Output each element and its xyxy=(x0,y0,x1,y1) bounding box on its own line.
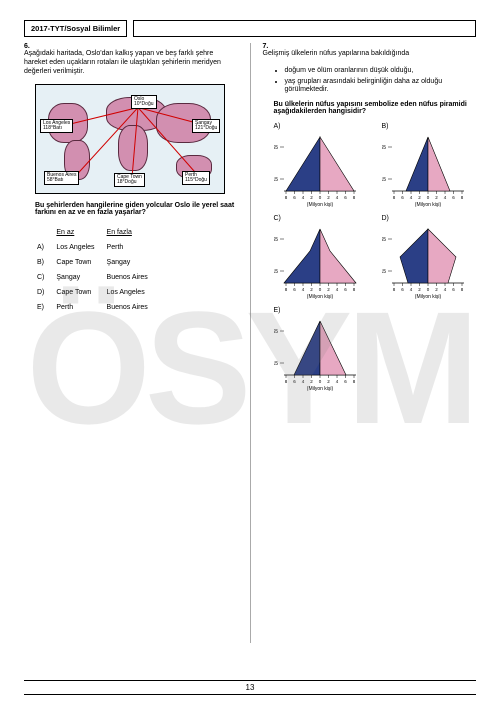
svg-text:8: 8 xyxy=(352,287,355,292)
svg-text:4: 4 xyxy=(409,287,412,292)
svg-text:2: 2 xyxy=(435,195,438,200)
svg-text:6: 6 xyxy=(293,287,296,292)
q7-option[interactable]: C) 8642024686515 (Milyon kişi) xyxy=(274,215,366,301)
svg-text:6: 6 xyxy=(452,287,455,292)
svg-text:0: 0 xyxy=(318,287,321,292)
svg-text:6: 6 xyxy=(293,195,296,200)
q6-prompt: Bu şehirlerden hangilerine giden yolcula… xyxy=(35,202,234,216)
svg-text:4: 4 xyxy=(301,379,304,384)
q7-option[interactable]: A) 8642024686515 (Milyon kişi) xyxy=(274,123,366,209)
q7-bullet: doğum ve ölüm oranlarının düşük olduğu, xyxy=(285,67,477,76)
column-right: 7. Gelişmiş ülkelerin nüfus yapılarına b… xyxy=(263,43,477,643)
svg-text:2: 2 xyxy=(310,287,313,292)
svg-text:(Milyon kişi): (Milyon kişi) xyxy=(306,386,333,392)
map-city-label: Perth115°Doğu xyxy=(182,171,210,185)
svg-text:(Milyon kişi): (Milyon kişi) xyxy=(306,202,333,208)
svg-text:4: 4 xyxy=(301,287,304,292)
svg-text:8: 8 xyxy=(392,195,395,200)
svg-text:4: 4 xyxy=(335,379,338,384)
svg-text:8: 8 xyxy=(460,287,463,292)
map-city-label: Cape Town18°Doğu xyxy=(114,173,145,187)
svg-text:0: 0 xyxy=(318,195,321,200)
q6-option-row[interactable]: C)ŞangayBuenos Aires xyxy=(37,271,158,284)
svg-text:6: 6 xyxy=(452,195,455,200)
svg-text:15: 15 xyxy=(382,269,386,275)
q6-option-row[interactable]: B)Cape TownŞangay xyxy=(37,256,158,269)
q6-option-row[interactable]: E)PerthBuenos Aires xyxy=(37,301,158,314)
q7-option[interactable]: D) 8642024686515 (Milyon kişi) xyxy=(382,215,474,301)
svg-text:65: 65 xyxy=(382,237,386,243)
q7-option[interactable]: B) 8642024686515 (Milyon kişi) xyxy=(382,123,474,209)
map-city-label: Oslo10°Doğu xyxy=(131,95,157,109)
svg-text:8: 8 xyxy=(352,379,355,384)
q7-bullet: yaş grupları arasındaki belirginliğin da… xyxy=(285,78,477,96)
svg-text:6: 6 xyxy=(401,287,404,292)
svg-text:8: 8 xyxy=(284,195,287,200)
q7-number: 7. xyxy=(263,43,274,50)
svg-text:4: 4 xyxy=(443,287,446,292)
svg-text:6: 6 xyxy=(344,287,347,292)
header-spacer xyxy=(133,20,476,37)
svg-text:4: 4 xyxy=(443,195,446,200)
svg-text:4: 4 xyxy=(301,195,304,200)
svg-text:15: 15 xyxy=(274,177,278,183)
svg-text:6: 6 xyxy=(344,379,347,384)
map-city-label: Şangay121°Doğu xyxy=(192,119,220,133)
q6-option-row[interactable]: A)Los AngelesPerth xyxy=(37,241,158,254)
svg-text:2: 2 xyxy=(418,287,421,292)
svg-text:8: 8 xyxy=(284,287,287,292)
svg-text:8: 8 xyxy=(460,195,463,200)
svg-text:65: 65 xyxy=(274,237,278,243)
q6-options-table: En az En fazla A)Los AngelesPerth B)Cape … xyxy=(35,224,160,316)
q6-stem: Aşağıdaki haritada, Oslo'dan kalkış yapa… xyxy=(24,50,226,76)
svg-text:4: 4 xyxy=(335,195,338,200)
column-left: 6. Aşağıdaki haritada, Oslo'dan kalkış y… xyxy=(24,43,238,643)
svg-text:2: 2 xyxy=(310,379,313,384)
svg-text:6: 6 xyxy=(401,195,404,200)
exam-title: 2017-TYT/Sosyal Bilimler xyxy=(24,20,127,37)
svg-text:8: 8 xyxy=(352,195,355,200)
svg-text:0: 0 xyxy=(426,287,429,292)
svg-text:(Milyon kişi): (Milyon kişi) xyxy=(414,294,441,300)
svg-text:8: 8 xyxy=(392,287,395,292)
page-number: 13 xyxy=(24,680,476,695)
svg-text:4: 4 xyxy=(335,287,338,292)
q6-col1-head: En az xyxy=(56,226,104,239)
svg-text:6: 6 xyxy=(344,195,347,200)
q7-options-grid: A) 8642024686515 (Milyon kişi) B) 864202… xyxy=(274,123,477,393)
q6-number: 6. xyxy=(24,43,35,50)
map-city-label: Los Angeles118°Batı xyxy=(40,119,73,133)
column-divider xyxy=(250,43,251,643)
svg-text:15: 15 xyxy=(274,269,278,275)
svg-text:15: 15 xyxy=(274,361,278,367)
q7-stem: Gelişmiş ülkelerin nüfus yapılarına bakı… xyxy=(263,50,465,59)
svg-text:8: 8 xyxy=(284,379,287,384)
svg-text:(Milyon kişi): (Milyon kişi) xyxy=(414,202,441,208)
q7-bullets: doğum ve ölüm oranlarının düşük olduğu, y… xyxy=(285,67,477,95)
svg-text:65: 65 xyxy=(274,329,278,335)
svg-text:2: 2 xyxy=(327,379,330,384)
svg-text:6: 6 xyxy=(293,379,296,384)
map-city-label: Buenos Aires58°Batı xyxy=(44,171,79,185)
svg-text:2: 2 xyxy=(327,195,330,200)
svg-text:4: 4 xyxy=(409,195,412,200)
svg-text:2: 2 xyxy=(435,287,438,292)
svg-text:65: 65 xyxy=(274,145,278,151)
svg-text:2: 2 xyxy=(327,287,330,292)
svg-text:65: 65 xyxy=(382,145,386,151)
svg-text:15: 15 xyxy=(382,177,386,183)
q6-col2-head: En fazla xyxy=(107,226,158,239)
q7-option[interactable]: E) 8642024686515 (Milyon kişi) xyxy=(274,307,366,393)
world-map: Oslo10°Doğu Los Angeles118°Batı Şangay121°… xyxy=(35,84,225,194)
q7-prompt: Bu ülkelerin nüfus yapısını sembolize ed… xyxy=(274,101,467,115)
svg-text:0: 0 xyxy=(426,195,429,200)
svg-text:0: 0 xyxy=(318,379,321,384)
q6-option-row[interactable]: D)Cape TownLos Angeles xyxy=(37,286,158,299)
svg-text:2: 2 xyxy=(418,195,421,200)
svg-text:2: 2 xyxy=(310,195,313,200)
svg-text:(Milyon kişi): (Milyon kişi) xyxy=(306,294,333,300)
